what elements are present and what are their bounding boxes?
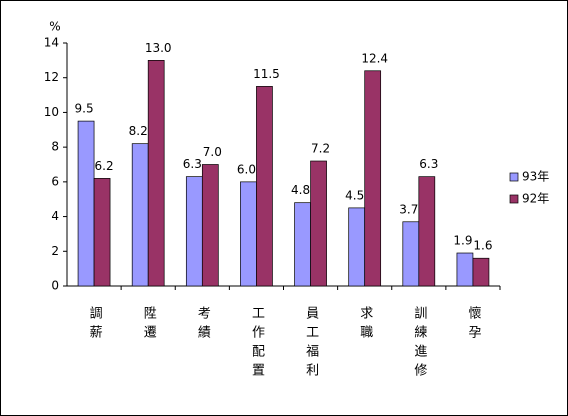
value-label: 12.4 (361, 51, 388, 65)
y-tick-label: 2 (51, 244, 59, 258)
y-tick-label: 14 (44, 36, 59, 50)
bar (294, 202, 311, 287)
x-tick-label: 考績 (195, 306, 211, 344)
value-label: 1.9 (453, 234, 472, 248)
bar (256, 86, 273, 287)
value-label: 6.3 (183, 157, 202, 171)
value-label: 3.7 (399, 202, 418, 216)
bar (418, 176, 436, 287)
bar (240, 181, 257, 287)
value-label: 7.2 (311, 142, 330, 156)
bar (402, 221, 420, 287)
value-label: 1.6 (473, 239, 492, 253)
value-label: 4.5 (345, 188, 364, 202)
value-label: 9.5 (75, 102, 94, 116)
x-tick-label: 員工福利 (303, 306, 319, 382)
bar (201, 164, 219, 287)
bar (348, 207, 366, 287)
y-tick-label: 12 (44, 70, 59, 84)
y-tick-label: 10 (44, 105, 59, 119)
legend-swatch (509, 194, 519, 204)
y-tick-label: 6 (51, 174, 59, 188)
x-tick-label: 懷孕 (465, 306, 481, 344)
bar (185, 176, 203, 287)
value-label: 4.8 (291, 183, 310, 197)
x-tick-label: 工作配置 (249, 306, 265, 382)
legend-label: 92年 (522, 192, 549, 206)
bar (364, 70, 382, 287)
value-label: 6.3 (419, 157, 438, 171)
value-label: 7.0 (203, 145, 222, 159)
legend-swatch (509, 172, 519, 182)
y-tick-label: 4 (51, 209, 59, 223)
x-tick-label: 調薪 (87, 306, 103, 344)
y-tick-label: 8 (51, 140, 59, 154)
value-label: 13.0 (145, 41, 172, 55)
x-tick-label: 訓練進修 (411, 305, 427, 382)
value-label: 8.2 (129, 124, 148, 138)
value-label: 11.5 (253, 67, 280, 81)
bar (456, 252, 474, 287)
legend-label: 93年 (522, 170, 549, 184)
bar (147, 60, 165, 287)
bar (131, 143, 149, 287)
value-label: 6.0 (237, 162, 256, 176)
y-axis-label: % (49, 20, 60, 34)
bar (310, 160, 327, 287)
bar (472, 257, 490, 287)
value-label: 6.2 (95, 159, 114, 173)
bar (93, 178, 111, 287)
x-tick-label: 陞遷 (141, 306, 157, 344)
bar (77, 120, 95, 287)
x-tick-label: 求職 (357, 306, 373, 344)
y-tick-label: 0 (51, 279, 59, 293)
